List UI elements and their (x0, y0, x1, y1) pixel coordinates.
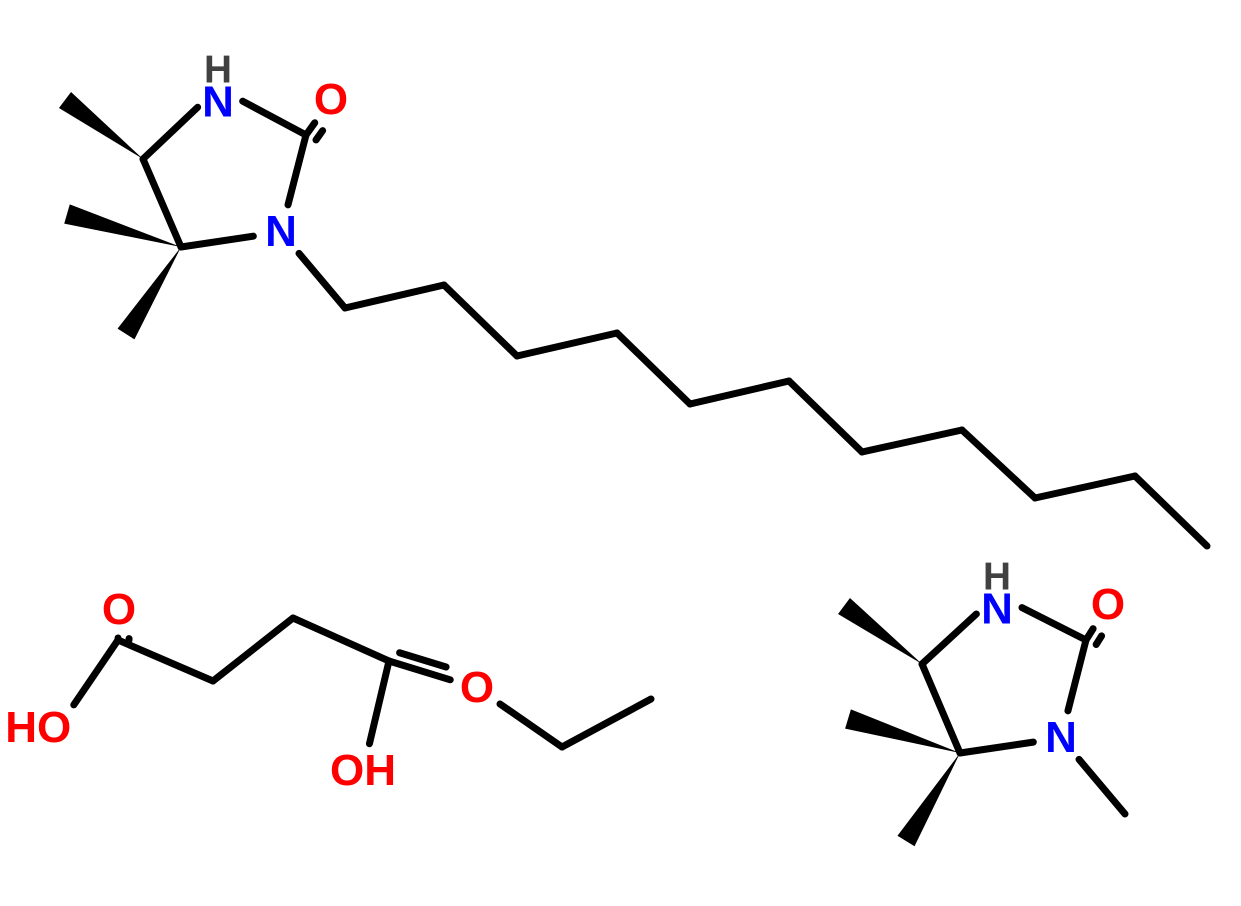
bond-layer (0, 0, 1241, 906)
atom-acid-oDbl: O (102, 588, 136, 632)
atom-topRing-N: N (265, 210, 297, 254)
atom-acid-a_oDbl: OH (330, 749, 396, 793)
atom-bottomRing-N: N (1045, 716, 1077, 760)
atom-topRing-O: O (314, 78, 348, 122)
atom-bottomRing-O: O (1091, 583, 1125, 627)
atom-topRing-NH: HN (202, 51, 234, 124)
chemistry-diagram: HNONHNONOHOOHO (0, 0, 1241, 906)
atom-acid-a_oH: O (460, 666, 494, 710)
atom-bottomRing-NH: HN (981, 558, 1013, 631)
atom-acid-oH: HO (5, 706, 71, 750)
